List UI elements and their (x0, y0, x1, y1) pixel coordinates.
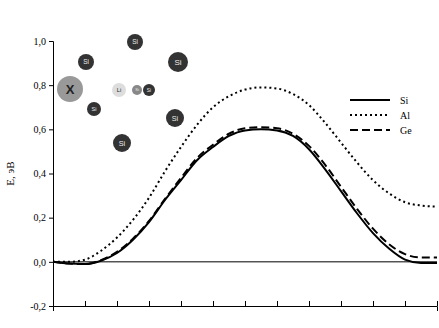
x-axis (54, 301, 438, 311)
x-tick-mark (437, 301, 438, 306)
legend-label: Ge (400, 125, 412, 136)
y-tick-label: 0,4 (34, 168, 47, 179)
y-tick-label: 0,8 (34, 80, 47, 91)
y-tick: 1,0 (34, 36, 54, 47)
y-tick: -0,2 (30, 301, 53, 312)
plot: -0,2 0,0 0,2 0,4 0,6 0,8 1,0 (30, 36, 437, 312)
legend: Si Al Ge (350, 95, 412, 136)
y-axis-title: E, эВ (4, 161, 16, 185)
x-tick-mark (117, 301, 118, 306)
atom: Si (143, 84, 155, 96)
atom-circle (143, 84, 155, 96)
x-axis-line (54, 307, 438, 312)
x-tick-mark (341, 301, 342, 306)
atom: Si (78, 54, 94, 70)
x-tick-mark (53, 301, 54, 306)
atom-circle (112, 83, 126, 97)
zero-line (53, 261, 437, 262)
x-tick-mark (213, 301, 214, 306)
series-line (53, 127, 437, 264)
y-tick-mark (49, 306, 53, 307)
legend-label: Al (400, 110, 410, 121)
x-tick (85, 301, 86, 306)
y-tick: 0,0 (34, 257, 54, 268)
atom: Si (127, 34, 143, 50)
legend-swatch (350, 99, 390, 101)
atom: Si (166, 109, 184, 127)
atom-circle (127, 34, 143, 50)
lines (53, 87, 437, 264)
x-tick-mark (373, 301, 374, 306)
atom-label: Si (147, 88, 151, 93)
x-tick-mark (149, 301, 150, 306)
x-tick (117, 301, 118, 306)
x-tick-mark (85, 301, 86, 306)
atom-label: Si (119, 139, 126, 148)
series-line (53, 129, 437, 264)
atom: Si (168, 52, 188, 72)
y-axis: -0,2 0,0 0,2 0,4 0,6 0,8 1,0 (30, 36, 53, 312)
x-tick (245, 301, 246, 306)
atom: Si (132, 85, 142, 95)
y-tick: 0,6 (34, 124, 54, 135)
inset: X Si Si Si Si Li Si Si Si Si (57, 34, 188, 152)
atom-label: Si (132, 38, 138, 45)
x-tick-mark (277, 301, 278, 306)
atom-circle (78, 54, 94, 70)
atom: Li (112, 83, 126, 97)
x-tick (373, 301, 374, 306)
atom: Si (113, 134, 131, 152)
x-tick-mark (309, 301, 310, 306)
atom-circle (57, 76, 83, 102)
atom: X (57, 76, 83, 102)
atom-label: Si (174, 58, 181, 67)
y-tick-label: 0,0 (34, 257, 47, 268)
legend-swatch (350, 114, 390, 116)
y-tick: 0,2 (34, 212, 54, 223)
x-tick (53, 301, 54, 306)
x-tick-mark (245, 301, 246, 306)
x-tick (149, 301, 150, 306)
atom-label: Si (83, 58, 89, 65)
y-tick-label: 1,0 (34, 36, 47, 47)
y-tick-mark (49, 41, 53, 42)
atom-label: Si (172, 114, 179, 123)
x-tick (341, 301, 342, 306)
x-tick-mark (405, 301, 406, 306)
y-axis-line (49, 42, 54, 307)
atom-circle (113, 134, 131, 152)
legend-label: Si (400, 95, 409, 106)
atom-circle (132, 85, 142, 95)
x-tick (213, 301, 214, 306)
y-tick-mark (49, 218, 53, 219)
legend-swatch (350, 129, 390, 131)
atom-label: X (66, 82, 75, 97)
atom-circle (166, 109, 184, 127)
atom-label: Si (135, 87, 139, 92)
x-tick (437, 301, 438, 306)
atom-circle (87, 102, 101, 116)
x-tick (181, 301, 182, 306)
y-tick-label: 0,2 (34, 212, 47, 223)
atom: Si (87, 102, 101, 116)
chart: -0,20,00,20,40,60,81,0XSiSiSiSiLiSiSiSiS… (0, 0, 439, 328)
y-tick: 0,8 (34, 80, 54, 91)
x-tick (277, 301, 278, 306)
x-tick (405, 301, 406, 306)
x-tick (309, 301, 310, 306)
x-tick-mark (181, 301, 182, 306)
y-tick-mark (49, 262, 53, 263)
y-tick-mark (49, 129, 53, 130)
atom-label: Li (117, 87, 121, 93)
y-tick-mark (49, 174, 53, 175)
y-tick-mark (49, 85, 53, 86)
y-tick: 0,4 (34, 168, 54, 179)
y-tick-label: -0,2 (30, 301, 46, 312)
atom-circle (168, 52, 188, 72)
y-tick-label: 0,6 (34, 124, 47, 135)
atom-label: Si (92, 106, 97, 112)
series-line (53, 87, 437, 261)
